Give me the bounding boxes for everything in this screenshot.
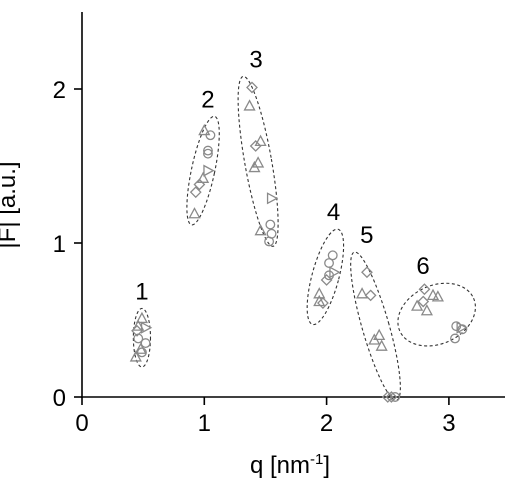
data-point-triangle [254,134,267,147]
data-point-triangle [254,224,267,236]
data-point-diamond [246,81,258,94]
data-point-circle [327,250,338,261]
data-point-triangle [375,339,388,351]
cluster-ellipse-3 [237,75,279,247]
x-axis-label-superscript: -1 [310,451,323,468]
data-point-circle [324,258,334,268]
cluster-ellipse-6 [397,282,476,347]
data-point-diamond [189,186,202,199]
group-label-5: 5 [360,222,373,249]
data-point-circle [203,145,213,156]
data-point-triangle-right [203,164,215,177]
data-point-circle [203,148,213,159]
data-point-triangle [132,319,145,331]
axes [81,12,505,398]
cluster-ellipse-5 [350,251,401,401]
data-point-triangle [373,328,386,341]
x-axis-label-main: q [nm [250,452,310,479]
data-point-triangle [248,160,261,173]
data-point-triangle [243,99,256,111]
data-point-diamond [131,324,143,337]
data-point-triangle [252,156,265,168]
group-label-1: 1 [135,278,148,305]
data-point-triangle [368,333,381,345]
y-tick-label: 1 [53,231,66,258]
data-point-triangle-right [329,266,341,279]
group-label-6: 6 [416,253,429,280]
y-tick-label: 2 [53,77,66,104]
data-point-triangle [313,294,326,307]
data-point-circle [133,333,144,344]
data-point-circle [265,219,276,230]
data-point-triangle-right [266,192,279,205]
group-label-3: 3 [249,46,262,73]
group-label-4: 4 [327,199,340,226]
data-point-circle [140,338,151,349]
data-point-triangle [355,287,369,299]
y-tick-label: 0 [53,385,66,412]
data-point-circle [136,347,147,358]
data-point-triangle [431,290,444,302]
x-axis-label-close: ] [323,452,330,479]
data-point-triangle [188,207,201,219]
data-point-diamond [364,289,377,302]
data-point-diamond [417,295,430,308]
cluster-ellipse-2 [186,115,220,226]
data-point-circle [457,324,468,335]
y-axis-label: |F| [a.u.] [0,161,21,248]
data-point-triangle [313,287,326,299]
data-point-triangle [198,123,211,136]
data-point-circle [451,321,462,332]
data-point-diamond [320,274,333,286]
data-point-triangle [129,350,142,362]
cluster-ellipses [132,75,476,401]
x-tick-label: 2 [320,410,333,437]
data-point-diamond [385,391,398,403]
data-points [129,81,468,403]
cluster-ellipse-1 [132,307,152,368]
ticks: 0 1 2 3 0 1 2 [53,77,456,437]
x-tick-label: 0 [75,410,88,437]
data-point-diamond [361,266,373,279]
data-point-diamond [249,140,262,152]
group-label-2: 2 [201,86,214,113]
x-tick-label: 3 [442,410,455,437]
group-labels: 1 2 3 45 6 [135,46,430,305]
data-point-diamond [317,297,329,309]
data-point-triangle-right [140,321,153,334]
cluster-ellipse-4 [306,228,345,326]
data-point-triangle [420,304,433,316]
data-point-circle [205,130,216,141]
data-point-circle [324,270,334,281]
data-point-triangle [411,299,424,311]
data-point-circle [450,333,460,344]
data-point-circle [390,392,401,402]
x-tick-label: 1 [198,410,211,437]
data-point-circle [264,236,275,247]
x-axis-label: q [nm-1] [250,451,330,479]
data-point-diamond [193,178,206,191]
data-point-diamond [418,283,431,296]
